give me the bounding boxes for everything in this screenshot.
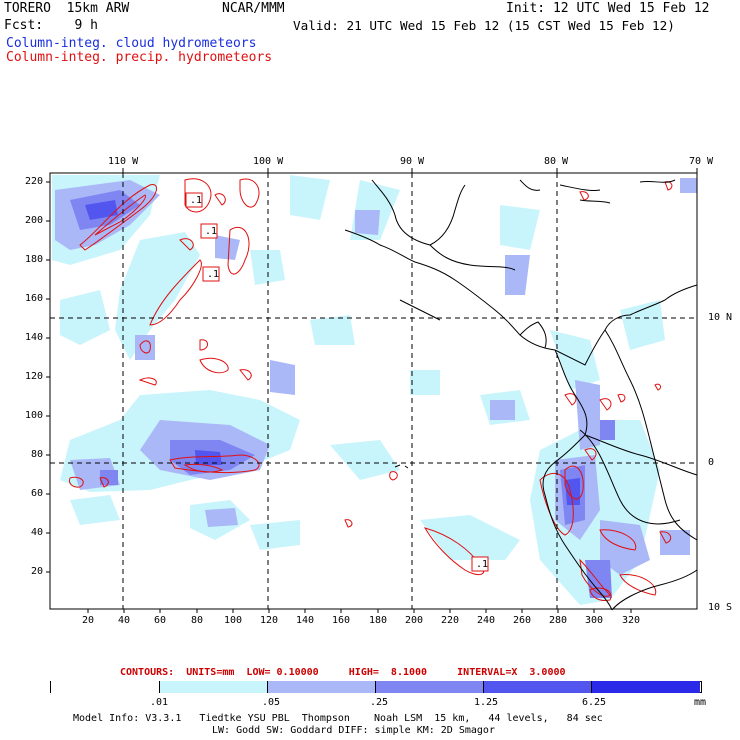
- colorbar-segment: [376, 681, 484, 693]
- x-tick-label: 100: [224, 615, 243, 626]
- y-tick-label: 20: [31, 566, 44, 577]
- x-tick-label: 300: [585, 615, 604, 626]
- lon-label: 90 W: [400, 156, 425, 167]
- lat-label: 10 S: [708, 602, 733, 613]
- contour-label: .1: [476, 559, 489, 570]
- x-tick-label: 320: [622, 615, 641, 626]
- colorbar-label: .01: [150, 697, 169, 708]
- precip-contours: [69, 178, 673, 601]
- contour-label: .1: [207, 269, 220, 280]
- y-tick-label: 220: [25, 176, 44, 187]
- lon-label: 100 W: [253, 156, 284, 167]
- valid-time: Valid: 21 UTC Wed 15 Feb 12 (15 CST Wed …: [293, 18, 675, 33]
- y-tick-label: 100: [25, 410, 44, 421]
- contour-label: .1: [205, 226, 218, 237]
- x-tick-label: 200: [405, 615, 424, 626]
- colorbar-label: .05: [262, 697, 281, 708]
- model-physics: LW: Godd SW: Goddard DIFF: simple KM: 2D…: [212, 725, 495, 736]
- lat-label: 0: [708, 457, 715, 468]
- graticule: [50, 173, 697, 609]
- coastlines: [344, 179, 698, 611]
- x-tick-label: 140: [296, 615, 315, 626]
- field-label-cloud: Column-integ. cloud hydrometeors: [6, 36, 257, 51]
- y-tick-label: 180: [25, 254, 44, 265]
- lat-label: 10 N: [708, 312, 733, 323]
- x-tick-label: 240: [477, 615, 496, 626]
- x-tick-label: 220: [441, 615, 460, 626]
- init-time: Init: 12 UTC Wed 15 Feb 12: [506, 1, 710, 16]
- cloud-shading-light: [52, 175, 665, 605]
- x-tick-label: 180: [369, 615, 388, 626]
- y-tick-label: 80: [31, 449, 44, 460]
- field-label-precip: Column-integ. precip. hydrometeors: [6, 50, 273, 65]
- x-tick-label: 60: [154, 615, 167, 626]
- contour-info: CONTOURS: UNITS=mm LOW= 0.10000 HIGH= 8.…: [120, 667, 566, 678]
- colorbar-segment: [592, 681, 700, 693]
- lon-label: 70 W: [689, 156, 714, 167]
- contour-label-boxes: [185, 192, 489, 572]
- y-tick-label: 140: [25, 332, 44, 343]
- colorbar-segment: [51, 681, 160, 693]
- forecast-hour: Fcst: 9 h: [4, 18, 98, 33]
- model-title: TORERO 15km ARW: [4, 1, 130, 16]
- x-tick-label: 160: [332, 615, 351, 626]
- lon-label: 110 W: [108, 156, 139, 167]
- x-tick-label: 40: [118, 615, 131, 626]
- contour-label: .1: [190, 195, 203, 206]
- org-label: NCAR/MMM: [222, 1, 285, 16]
- x-tick-label: 20: [82, 615, 95, 626]
- y-tick-label: 60: [31, 488, 44, 499]
- colorbar-label: .25: [370, 697, 389, 708]
- colorbar-label: 1.25: [474, 697, 499, 708]
- y-tick-label: 120: [25, 371, 44, 382]
- colorbar-segment: [160, 681, 268, 693]
- colorbar-segment: [484, 681, 592, 693]
- x-tick-label: 80: [191, 615, 204, 626]
- map-frame: [49, 172, 698, 610]
- x-tick-label: 280: [549, 615, 568, 626]
- colorbar-units: mm: [694, 697, 707, 708]
- colorbar-label: 6.25: [582, 697, 607, 708]
- model-info: Model Info: V3.3.1 Tiedtke YSU PBL Thomp…: [73, 713, 603, 724]
- x-tick-label: 260: [513, 615, 532, 626]
- y-tick-label: 40: [31, 527, 44, 538]
- colorbar-segment: [268, 681, 376, 693]
- y-tick-label: 160: [25, 293, 44, 304]
- y-tick-label: 200: [25, 215, 44, 226]
- lon-label: 80 W: [544, 156, 569, 167]
- x-tick-label: 120: [260, 615, 279, 626]
